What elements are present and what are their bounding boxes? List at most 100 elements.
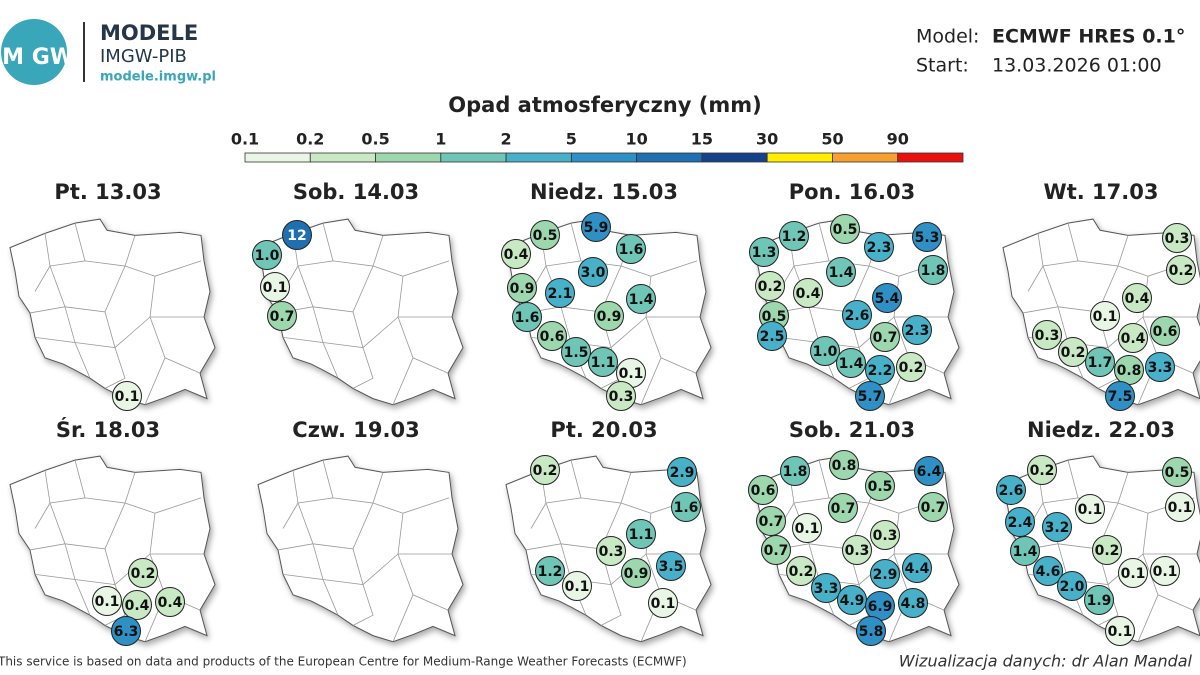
precip-value: 1.4 <box>1013 544 1038 560</box>
precip-value: 0.3 <box>599 544 624 560</box>
precip-bubble <box>252 240 282 270</box>
country-outline <box>257 455 464 643</box>
precip-bubble <box>606 381 636 411</box>
legend-swatch <box>701 152 768 163</box>
precip-bubble <box>826 257 856 287</box>
legend-swatch <box>440 152 507 163</box>
precip-bubble <box>282 220 312 250</box>
precip-value: 0.2 <box>533 463 558 479</box>
precip-bubble <box>535 556 565 586</box>
panel-title: Pt. 20.03 <box>550 418 657 442</box>
legend-swatch <box>832 152 899 163</box>
precip-bubble <box>761 535 791 565</box>
precip-value: 0.5 <box>833 222 858 238</box>
precip-bubble <box>530 455 560 485</box>
precip-value: 1.4 <box>829 265 854 281</box>
precip-value: 0.7 <box>270 309 295 325</box>
legend-label: 0.5 <box>361 130 389 149</box>
legend-label: 50 <box>821 130 843 149</box>
start-label: Start: <box>916 55 969 77</box>
legend-swatch <box>570 152 638 163</box>
precip-bubble <box>512 302 542 332</box>
precip-value: 0.2 <box>1169 263 1194 279</box>
precip-value: 0.1 <box>795 521 820 537</box>
map <box>257 455 464 643</box>
precip-bubble <box>865 471 895 501</box>
precip-value: 0.3 <box>873 528 898 544</box>
precip-value: 0.8 <box>1117 363 1142 379</box>
precip-value: 0.8 <box>832 458 857 474</box>
logo-circle <box>1 19 67 85</box>
precip-value: 0.1 <box>1168 500 1193 516</box>
precip-value: 6.3 <box>114 624 139 640</box>
precip-value: 2.9 <box>873 567 898 583</box>
precip-value: 0.1 <box>1078 502 1103 518</box>
precip-bubble <box>621 558 651 588</box>
precip-value: 3.0 <box>581 265 606 281</box>
org: IMGW-PIB <box>100 46 187 67</box>
precip-value: 2.9 <box>670 465 695 481</box>
panel-title: Sob. 21.03 <box>789 418 915 442</box>
precip-value: 2.1 <box>548 286 573 302</box>
precip-value: 0.1 <box>1121 566 1146 582</box>
precip-value: 0.4 <box>158 595 183 611</box>
precip-value: 0.7 <box>759 514 784 530</box>
country-outline <box>257 218 464 406</box>
precip-value: 2.5 <box>760 329 785 345</box>
precip-value: 1.3 <box>752 245 777 261</box>
model: ECMWF HRES 0.1° <box>992 26 1185 48</box>
precip-bubble <box>748 475 778 505</box>
precip-bubble <box>755 271 785 301</box>
precip-value: 4.4 <box>905 561 930 577</box>
precip-bubble <box>1092 535 1122 565</box>
precip-value: 0.2 <box>758 279 783 295</box>
precip-value: 0.9 <box>624 566 649 582</box>
precip-value: 0.5 <box>762 309 787 325</box>
precip-value: 1.6 <box>674 500 699 516</box>
country-outline <box>9 218 216 406</box>
precip-value: 1.0 <box>813 344 838 360</box>
precip-value: 0.9 <box>510 281 535 297</box>
model-label: Model: <box>916 26 979 48</box>
precip-bubble <box>1118 323 1148 353</box>
precip-bubble <box>856 616 886 646</box>
precip-value: 0.1 <box>1108 624 1133 640</box>
precip-bubble <box>870 322 900 352</box>
precip-value: 0.2 <box>1030 463 1055 479</box>
panel-title: Wt. 17.03 <box>1044 180 1159 204</box>
legend-swatch <box>375 152 442 163</box>
precip-bubble <box>111 616 141 646</box>
precip-value: 1.0 <box>255 248 280 264</box>
precip-bubble <box>537 321 567 351</box>
precip-value: 2.6 <box>845 308 870 324</box>
precip-value: 0.1 <box>565 579 590 595</box>
precip-value: 1.1 <box>629 527 654 543</box>
precip-value: 0.3 <box>845 543 870 559</box>
precip-value: 2.3 <box>867 240 892 256</box>
precip-value: 0.6 <box>540 329 565 345</box>
precip-value: 0.4 <box>1121 331 1146 347</box>
precip-bubble <box>757 321 787 351</box>
precip-bubble <box>829 450 859 480</box>
precip-bubble <box>1145 352 1175 382</box>
precip-value: 2.3 <box>905 323 930 339</box>
precip-bubble <box>756 506 786 536</box>
precip-value: 2.4 <box>1008 515 1033 531</box>
map <box>9 218 216 406</box>
legend-swatch <box>897 152 964 163</box>
precip-value: 0.7 <box>831 501 856 517</box>
precip-bubble <box>92 586 122 616</box>
precip-bubble <box>1118 558 1148 588</box>
precip-bubble <box>1162 457 1192 487</box>
panel-title: Pt. 13.03 <box>54 180 161 204</box>
precip-bubble <box>1090 301 1120 331</box>
precip-value: 5.3 <box>915 230 940 246</box>
precip-value: 1.2 <box>538 564 563 580</box>
precip-bubble <box>656 551 686 581</box>
regions <box>29 223 204 405</box>
url: modele.imgw.pl <box>100 70 216 85</box>
precip-bubble <box>830 214 860 244</box>
precip-value: 5.9 <box>584 220 609 236</box>
precip-bubble <box>1058 337 1088 367</box>
precip-value: 1.2 <box>782 229 807 245</box>
